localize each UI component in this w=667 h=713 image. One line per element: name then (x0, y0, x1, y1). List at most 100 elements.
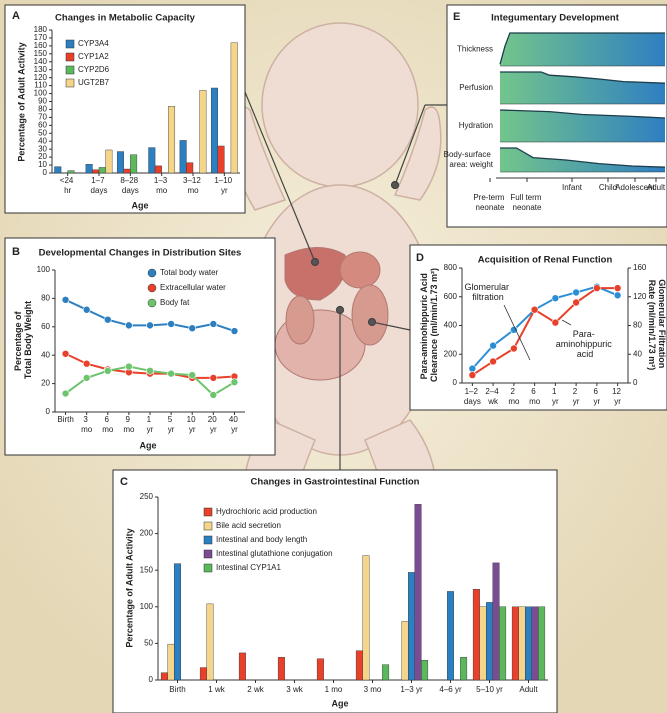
data-point (490, 358, 497, 365)
x-tick-label: 1–3 yr (400, 685, 423, 694)
x-tick-label: 6 yr (594, 387, 601, 406)
data-point (614, 292, 621, 299)
data-point (168, 320, 175, 327)
bar (499, 607, 506, 680)
data-point (147, 322, 154, 329)
y-tick-label: 0 (453, 378, 458, 387)
y2-tick-label: 160 (633, 263, 647, 272)
bar (218, 146, 225, 173)
x-tick-label: 1–2 days (464, 387, 481, 406)
x-axis-label: Age (331, 698, 348, 708)
bar (493, 563, 500, 680)
y-tick-label: 200 (444, 349, 458, 358)
data-point (552, 295, 559, 302)
y-tick-label: 180 (34, 25, 48, 34)
x-tick-label: Birth (169, 685, 185, 694)
bar (149, 148, 156, 173)
y-tick-label: 60 (38, 120, 47, 129)
y-tick-label: 40 (38, 136, 47, 145)
bar (186, 163, 193, 173)
bar (86, 164, 93, 173)
panel-letter: A (12, 10, 20, 22)
x-tick-label: Adult (519, 685, 538, 694)
bar (231, 43, 238, 173)
y-tick-label: 100 (37, 265, 51, 274)
bar (117, 152, 124, 173)
x-tick-label: 2 yr (573, 387, 580, 406)
data-point (168, 370, 175, 377)
bar (538, 607, 545, 680)
x-tick-label: 5–10 yr (476, 685, 503, 694)
bar (382, 665, 389, 680)
bar (363, 556, 370, 680)
panel-letter: B (12, 246, 20, 258)
x-tick-label: 4–6 yr (439, 685, 462, 694)
chart-title: Acquisition of Renal Function (478, 255, 613, 266)
data-point (83, 306, 90, 313)
data-point (104, 316, 111, 323)
data-point (469, 365, 476, 372)
x-tick-label: Birth (57, 415, 73, 424)
data-point (210, 374, 217, 381)
y-tick-label: 60 (41, 322, 50, 331)
bar (180, 140, 187, 173)
bar (402, 621, 409, 680)
legend-swatch (204, 564, 212, 572)
y-axis-label: Percentage of Adult Activity (124, 528, 134, 647)
y-tick-label: 160 (34, 41, 48, 50)
x-tick-label: 3 wk (286, 685, 303, 694)
legend-swatch (66, 40, 74, 48)
data-point (147, 367, 154, 374)
bar (68, 171, 75, 173)
bar (473, 589, 480, 680)
legend-label: UGT2B7 (78, 78, 110, 87)
legend-swatch (204, 522, 212, 530)
legend-label: Bile acid secretion (216, 521, 281, 530)
bar (519, 607, 526, 680)
legend-label: Intestinal CYP1A1 (216, 563, 281, 572)
data-point (189, 325, 196, 332)
legend-label: Intestinal and body length (216, 535, 307, 544)
bar (200, 90, 207, 173)
y-tick-label: 20 (41, 379, 50, 388)
legend-swatch (148, 299, 156, 307)
y-tick-label: 70 (38, 112, 47, 121)
bar (211, 88, 218, 173)
bar (239, 653, 246, 680)
data-point (189, 372, 196, 379)
bar (92, 170, 99, 173)
y-tick-label: 50 (38, 128, 47, 137)
y2-axis-label: Glomerular Filtration Rate (ml/min/1.73 … (647, 279, 667, 371)
legend-swatch (204, 536, 212, 544)
y-tick-label: 0 (43, 168, 48, 177)
data-point (231, 328, 238, 335)
data-point (469, 372, 476, 379)
bar (512, 607, 519, 680)
y-tick-label: 0 (46, 407, 51, 416)
chart-title: Changes in Metabolic Capacity (55, 13, 196, 24)
data-point (510, 345, 517, 352)
y-tick-label: 250 (140, 492, 154, 501)
bar (278, 657, 285, 680)
bar (532, 607, 539, 680)
data-point (573, 299, 580, 306)
bar (168, 644, 175, 680)
legend-swatch (66, 66, 74, 74)
row-label: Body-surface area: weight (444, 150, 494, 169)
stage-label: Full term neonate (510, 193, 543, 212)
panel-letter: D (416, 252, 424, 264)
y-tick-label: 30 (38, 144, 47, 153)
bar (356, 651, 363, 680)
y-tick-label: 800 (444, 263, 458, 272)
bar (207, 604, 214, 680)
x-tick-label: 1 wk (208, 685, 225, 694)
x-tick-label: 3 mo (364, 685, 382, 694)
y2-tick-label: 120 (633, 292, 647, 301)
data-point (62, 390, 69, 397)
chart-title: Changes in Gastrointestinal Function (251, 477, 420, 488)
bar (155, 166, 162, 173)
y-tick-label: 80 (41, 294, 50, 303)
y-tick-label: 10 (38, 160, 47, 169)
legend-label: Hydrochloric acid production (216, 507, 317, 516)
x-tick-label: 5 yr (168, 415, 175, 434)
